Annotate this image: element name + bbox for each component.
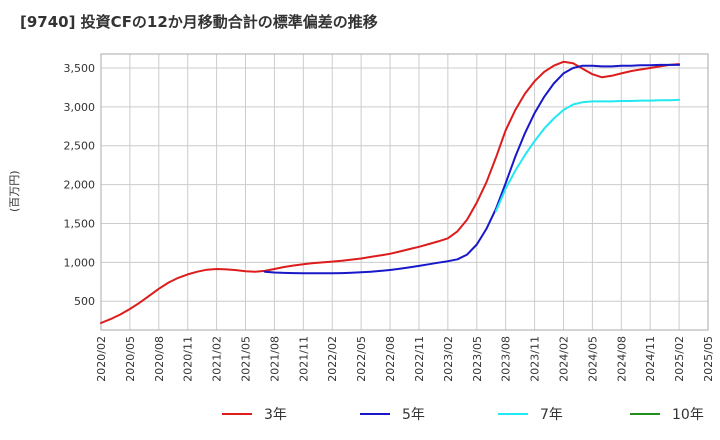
x-tick-label: 2023/11 <box>529 336 542 382</box>
series-line-7年 <box>495 98 681 212</box>
x-tick-label: 2022/08 <box>384 336 397 382</box>
x-tick-label: 2025/02 <box>673 336 686 382</box>
x-tick-label: 2020/08 <box>153 336 166 382</box>
x-tick-label: 2024/05 <box>586 336 599 382</box>
y-tick-label: 2,000 <box>64 179 96 192</box>
x-tick-label: 2021/11 <box>297 336 310 382</box>
x-tick-label: 2023/05 <box>471 336 484 382</box>
y-tick-label: 500 <box>74 295 95 308</box>
x-tick-label: 2020/11 <box>182 336 195 382</box>
x-tick-label: 2023/02 <box>442 336 455 382</box>
series-line-5年 <box>263 63 681 275</box>
y-tick-label: 3,500 <box>64 62 96 75</box>
y-tick-label: 1,500 <box>64 217 96 230</box>
x-tick-label: 2021/05 <box>240 336 253 382</box>
x-tick-label: 2023/08 <box>500 336 513 382</box>
legend: 3年 5年 7年 10年 <box>222 407 704 423</box>
x-tick-label: 2022/11 <box>413 336 426 382</box>
x-tick-label: 2021/02 <box>211 336 224 382</box>
y-tick-label: 3,000 <box>64 101 96 114</box>
y-tick-label: 2,500 <box>64 140 96 153</box>
x-tick-label: 2024/08 <box>615 336 628 382</box>
series-line-3年 <box>100 60 681 324</box>
x-tick-label: 2024/11 <box>644 336 657 382</box>
plot-frame <box>100 53 709 331</box>
legend-label: 10年 <box>672 407 704 423</box>
legend-label: 3年 <box>264 407 287 423</box>
legend-label: 5年 <box>402 407 425 423</box>
legend-label: 7年 <box>540 407 563 423</box>
y-tick-label: 1,000 <box>64 256 96 269</box>
x-tick-label: 2020/05 <box>124 336 137 382</box>
chart-title: [9740] 投資CFの12か月移動合計の標準偏差の推移 <box>20 13 378 31</box>
x-tick-label: 2020/02 <box>95 336 108 382</box>
x-tick-label: 2022/05 <box>355 336 368 382</box>
x-tick-label: 2024/02 <box>557 336 570 382</box>
x-tick-label: 2021/08 <box>268 336 281 382</box>
x-tick-label: 2022/02 <box>326 336 339 382</box>
x-tick-label: 2025/05 <box>702 336 715 382</box>
